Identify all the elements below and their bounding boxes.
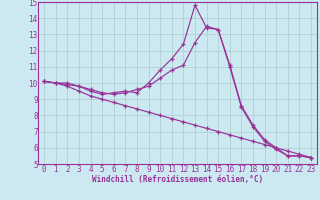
X-axis label: Windchill (Refroidissement éolien,°C): Windchill (Refroidissement éolien,°C) (92, 175, 263, 184)
